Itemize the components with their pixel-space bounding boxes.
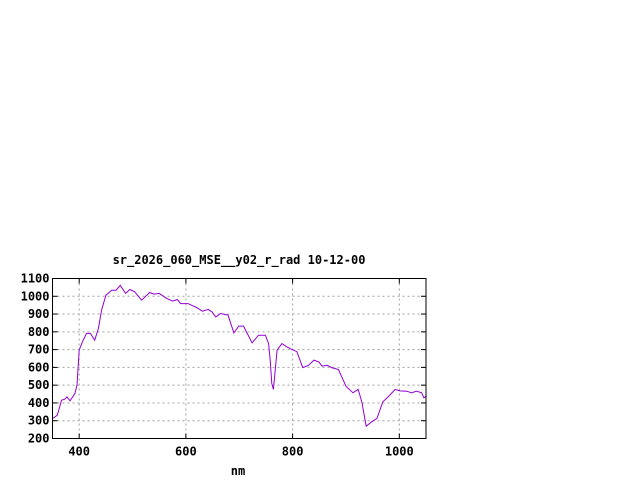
y-tick-label: 300	[28, 414, 50, 428]
y-tick-label: 500	[28, 378, 50, 392]
y-tick-label: 1100	[21, 272, 50, 286]
x-tick-label: 400	[68, 445, 90, 459]
y-tick-label: 200	[28, 432, 50, 446]
y-tick-label: 900	[28, 307, 50, 321]
series-line	[52, 284, 427, 428]
x-tick-label: 1000	[385, 445, 414, 459]
tick-labels: 200 300 400 500 600 700 800 900 1000 1100 400 600 80…	[21, 272, 414, 459]
grid	[52, 278, 426, 439]
plot-border	[52, 278, 427, 439]
y-tick-label: 800	[28, 325, 50, 339]
x-axis-label: nm	[231, 464, 245, 478]
y-tick-label: 1000	[21, 289, 50, 303]
x-tick-label: 800	[282, 445, 304, 459]
x-tick-label: 600	[175, 445, 197, 459]
chart-title: sr_2026_060_MSE__y02_r_rad 10-12-00	[113, 253, 366, 268]
y-tick-label: 600	[28, 360, 50, 374]
y-tick-label: 400	[28, 396, 50, 410]
y-tick-label: 700	[28, 343, 50, 357]
